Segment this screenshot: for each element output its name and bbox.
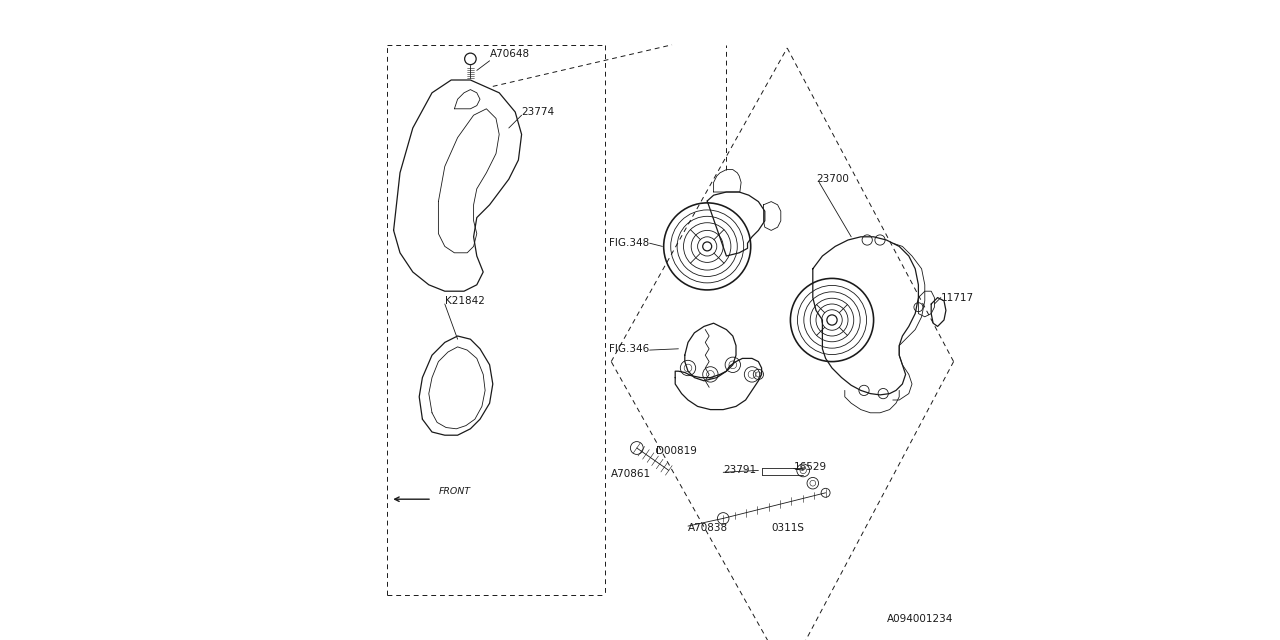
Text: A70648: A70648 xyxy=(490,49,530,60)
Text: A70838: A70838 xyxy=(689,523,728,533)
Text: 16529: 16529 xyxy=(794,462,827,472)
Text: FRONT: FRONT xyxy=(438,487,471,496)
Text: 23774: 23774 xyxy=(522,107,554,117)
Text: 11717: 11717 xyxy=(941,292,974,303)
Text: A094001234: A094001234 xyxy=(887,614,954,624)
Text: 0311S: 0311S xyxy=(771,523,804,533)
Text: 23700: 23700 xyxy=(817,174,849,184)
Text: D00819: D00819 xyxy=(657,446,696,456)
Text: K21842: K21842 xyxy=(445,296,485,306)
Text: 23791: 23791 xyxy=(723,465,756,476)
Text: A70861: A70861 xyxy=(612,468,652,479)
Text: FIG.346: FIG.346 xyxy=(609,344,650,354)
Text: FIG.348: FIG.348 xyxy=(609,238,650,248)
